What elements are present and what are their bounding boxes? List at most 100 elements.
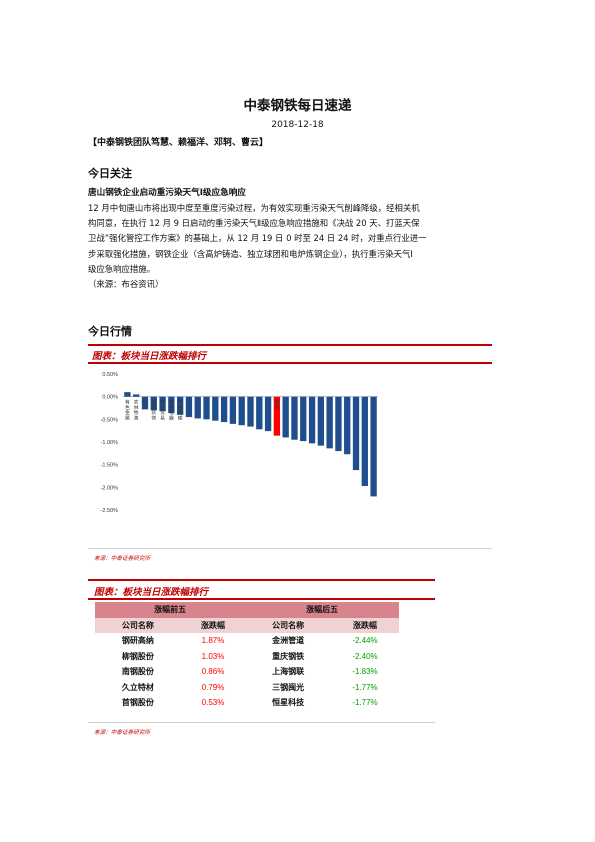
table-row: 首钢股份 0.53% 恒星科技 -1.77% bbox=[95, 695, 399, 711]
chart-bar bbox=[273, 396, 281, 436]
table-bottom-divider bbox=[88, 722, 435, 723]
chart-bar bbox=[194, 396, 201, 419]
top-movers-table: 涨幅前五 涨幅后五 公司名称 涨跌幅 公司名称 涨跌幅 钢研高纳 1.87% 金… bbox=[95, 602, 399, 711]
chart-bar bbox=[256, 396, 263, 430]
y-tick-label: -2.50% bbox=[101, 508, 119, 514]
news-line: 构同意，在执行 12 月 9 日启动的重污染天气Ⅱ级应急响应措施和《决战 20 … bbox=[88, 218, 420, 229]
loser-change: -2.40% bbox=[352, 651, 378, 661]
gainer-change: 0.53% bbox=[201, 698, 225, 708]
gainer-change: 1.87% bbox=[201, 636, 225, 646]
chart-bar bbox=[317, 396, 325, 446]
loser-change: -1.83% bbox=[352, 667, 378, 677]
column-header-change: 涨跌幅 bbox=[330, 617, 399, 633]
gainer-name: 南钢股份 bbox=[121, 667, 154, 677]
x-category-label: 有色金属 bbox=[125, 399, 130, 422]
news-line: 级应急响应措施。 bbox=[88, 263, 155, 274]
chart-bar bbox=[150, 396, 157, 411]
chart-bar bbox=[168, 396, 175, 413]
gainer-change: 1.03% bbox=[201, 651, 225, 661]
table-top-divider bbox=[88, 579, 435, 581]
chart-bar bbox=[335, 396, 342, 452]
x-category-label: 农林牧渔 bbox=[134, 399, 139, 422]
chart-bar bbox=[176, 396, 184, 415]
news-line: 卫战”强化管控工作方案》的基础上，从 12 月 19 日 0 时至 24 日 2… bbox=[88, 233, 427, 244]
table-row: 钢研高纳 1.87% 金洲管道 -2.44% bbox=[95, 633, 399, 649]
loser-change: -1.77% bbox=[352, 682, 378, 692]
y-tick-label: -1.00% bbox=[101, 440, 119, 446]
report-authors: 【中泰钢铁团队笃慧、赖福洋、邓轲、曹云】 bbox=[88, 138, 269, 148]
loser-change: -2.44% bbox=[352, 636, 378, 646]
section-title-market: 今日行情 bbox=[88, 325, 132, 338]
gainer-change: 0.86% bbox=[201, 667, 225, 677]
table-row: 柳钢股份 1.03% 重庆钢铁 -2.40% bbox=[95, 649, 399, 665]
report-title: 中泰钢铁每日速递 bbox=[243, 98, 352, 114]
chart-bar bbox=[300, 396, 307, 442]
losers-header: 涨幅后五 bbox=[245, 602, 399, 618]
chart-bar bbox=[264, 396, 272, 432]
y-tick-label: -1.50% bbox=[101, 463, 119, 469]
news-headline: 唐山钢铁企业启动重污染天气Ⅰ级应急响应 bbox=[88, 188, 246, 198]
chart-bar bbox=[203, 396, 210, 420]
news-line: 12 月中旬唐山市将出现中度至重度污染过程，为有效实现重污染天气削峰降级，经相关… bbox=[88, 203, 420, 213]
section-title-focus: 今日关注 bbox=[88, 167, 132, 180]
loser-name: 上海钢联 bbox=[272, 667, 305, 677]
loser-change: -1.77% bbox=[352, 698, 378, 708]
gainer-name: 钢研高纳 bbox=[121, 636, 154, 646]
chart-source: 来源：中泰证券研究所 bbox=[94, 556, 150, 562]
chart-bar bbox=[352, 396, 360, 471]
chart-caption-divider bbox=[88, 362, 492, 364]
table-caption-divider bbox=[88, 598, 435, 600]
chart-bar bbox=[141, 396, 149, 410]
chart-bar bbox=[212, 396, 219, 421]
gainer-name: 柳钢股份 bbox=[121, 651, 154, 661]
gainer-name: 首钢股份 bbox=[121, 698, 154, 708]
news-body: 12 月中旬唐山市将出现中度至重度污染过程，为有效实现重污染天气削峰降级，经相关… bbox=[88, 201, 508, 292]
news-line: 步采取强化措施，钢铁企业（含高炉铸造、独立球团和电炉炼钢企业），执行重污染天气Ⅰ bbox=[88, 248, 413, 259]
loser-name: 金洲管道 bbox=[272, 636, 305, 646]
chart-bar bbox=[326, 396, 333, 449]
chart-bar bbox=[291, 396, 298, 440]
x-category-label: 建筑装饰 bbox=[151, 399, 156, 422]
y-tick-label: -0.50% bbox=[101, 417, 119, 423]
report-date: 2018-12-18 bbox=[271, 120, 324, 130]
chart-bar bbox=[159, 396, 166, 412]
chart-bar bbox=[229, 396, 237, 424]
y-tick-label: 0.00% bbox=[102, 395, 118, 401]
chart-bar bbox=[344, 396, 351, 455]
y-tick-label: 0.50% bbox=[102, 372, 118, 378]
chart-bar bbox=[124, 392, 131, 397]
chart-bar bbox=[220, 396, 228, 423]
loser-name: 三钢闽光 bbox=[272, 682, 305, 692]
chart-bar bbox=[185, 396, 193, 418]
loser-name: 重庆钢铁 bbox=[272, 651, 305, 661]
chart-bar bbox=[370, 396, 377, 497]
chart-caption: 图表：板块当日涨跌幅排行 bbox=[92, 351, 207, 362]
chart-top-divider bbox=[88, 344, 492, 346]
table-caption: 图表：板块当日涨跌幅排行 bbox=[94, 587, 209, 598]
x-category-label: 交通运输 bbox=[178, 399, 183, 422]
chart-bar bbox=[133, 394, 140, 397]
column-header-change: 涨跌幅 bbox=[180, 617, 246, 633]
gainer-name: 久立特材 bbox=[121, 682, 154, 692]
x-category-label: 家用电器 bbox=[169, 399, 174, 422]
gainer-change: 0.79% bbox=[201, 682, 225, 692]
table-row: 南钢股份 0.86% 上海钢联 -1.83% bbox=[95, 664, 399, 680]
chart-bottom-divider bbox=[88, 548, 492, 549]
column-header-company: 公司名称 bbox=[245, 617, 331, 633]
chart-bar bbox=[247, 396, 254, 427]
x-category-label: 钢铁 bbox=[274, 399, 279, 411]
sector-change-chart: 0.50% 0.00% -0.50% -1.00% -1.50% -2.00% -2.50%… bbox=[101, 372, 378, 514]
y-tick-label: -2.00% bbox=[101, 485, 119, 491]
gainers-header: 涨幅前五 bbox=[95, 602, 246, 618]
chart-bar bbox=[238, 396, 245, 426]
chart-bar bbox=[361, 396, 368, 486]
table-source: 来源：中泰证券研究所 bbox=[94, 730, 150, 736]
chart-bar bbox=[282, 396, 289, 438]
column-header-company: 公司名称 bbox=[95, 617, 181, 633]
table-row: 久立特材 0.79% 三钢闽光 -1.77% bbox=[95, 680, 399, 696]
news-source: （来源：布谷资讯） bbox=[88, 279, 164, 290]
x-category-label: 商业贸易 bbox=[160, 399, 165, 422]
loser-name: 恒星科技 bbox=[272, 698, 305, 708]
chart-bar bbox=[308, 396, 316, 444]
x-category-label: 化工 bbox=[143, 399, 148, 411]
